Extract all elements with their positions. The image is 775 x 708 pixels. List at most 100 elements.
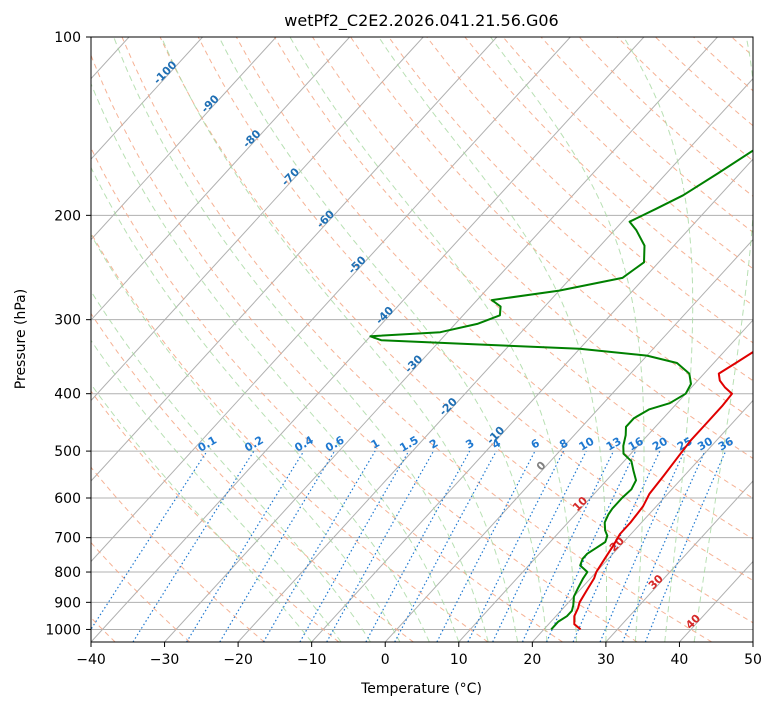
isotherm-label: -90	[199, 92, 222, 115]
mixing-ratio-line	[132, 450, 255, 642]
mixing-ratio-line	[326, 450, 435, 642]
mixing-ratio-line	[467, 450, 565, 642]
x-axis-label: Temperature (°C)	[360, 681, 482, 697]
moist-adiabat	[693, 37, 753, 642]
x-tick-label: 50	[744, 652, 762, 668]
x-tick-label: 0	[381, 652, 390, 668]
axes: −40 −30 −20 −10 0 10 20 30 40 50 100 200 300 400 500 60…	[45, 30, 762, 668]
x-tick-label: 10	[450, 652, 468, 668]
isotherm-line	[531, 399, 753, 642]
isotherm-line	[384, 238, 753, 642]
moist-adiabat	[91, 339, 342, 642]
dry-adiabat	[655, 37, 753, 127]
mixing-ratio-line	[492, 450, 587, 642]
mixing-ratio-line	[622, 450, 706, 642]
y-tick-label: 900	[54, 595, 81, 611]
moist-adiabat	[91, 383, 313, 642]
dry-adiabat	[159, 37, 753, 624]
dry-adiabat	[464, 37, 753, 307]
line-labels: 0.1 0.2 0.4 0.6 1 1.5 2 3 4 6 8 10 13 16 20 25 30 36-100-…	[151, 58, 736, 632]
isotherm-line	[679, 560, 753, 642]
mixing-ratio-line	[599, 450, 686, 642]
moist-adiabat	[91, 290, 371, 642]
isotherm-label: -40	[373, 304, 396, 327]
isotherm-line	[91, 37, 571, 563]
plot-frame	[90, 36, 754, 643]
y-tick-label: 600	[54, 491, 81, 507]
dewpoint-profile-line	[369, 149, 753, 631]
isotherm-line	[237, 77, 753, 642]
y-tick-label: 500	[54, 444, 81, 460]
background-lines	[91, 37, 775, 642]
moist-adiabat	[490, 37, 645, 642]
isotherm-label: -100	[151, 58, 180, 87]
isotherm-line	[91, 37, 277, 241]
y-tick-label: 1000	[45, 622, 81, 638]
moist-adiabat	[218, 37, 548, 642]
isotherm-label: -80	[240, 127, 263, 150]
moist-adiabat	[91, 166, 430, 642]
x-tick-label: 20	[523, 652, 541, 668]
isotherm-line	[91, 37, 351, 321]
isotherm-line	[311, 158, 753, 642]
isotherm-line	[605, 480, 753, 642]
isotherm-label: -10	[484, 424, 507, 447]
y-tick-label: 700	[54, 531, 81, 547]
dry-adiabat	[273, 37, 753, 499]
y-tick-label: 300	[54, 313, 81, 329]
isotherm-line	[91, 37, 498, 482]
mixing-ratio-label: 8	[557, 437, 570, 452]
chart-title: wetPf2_C2E2.2026.041.21.56.G06	[284, 11, 558, 31]
mixing-ratio-label: 6	[529, 436, 542, 451]
dry-adiabat	[91, 146, 563, 642]
mixing-ratio-line	[365, 450, 471, 642]
mixing-ratio-line	[644, 450, 727, 642]
mixing-ratio-line	[262, 450, 376, 642]
mixing-ratio-line	[436, 450, 536, 642]
mixing-ratio-label: 3	[463, 437, 476, 452]
isotherm-line	[458, 319, 753, 642]
moist-adiabat	[91, 82, 460, 642]
mixing-ratio-line	[219, 450, 336, 642]
temperature-profile-line	[573, 350, 753, 631]
dry-adiabat	[388, 37, 753, 382]
dry-adiabat	[770, 37, 775, 642]
mixing-ratio-line	[394, 450, 497, 642]
y-tick-label: 200	[54, 208, 81, 224]
isotherm-label: 40	[683, 612, 703, 632]
isotherm-label: 10	[570, 494, 590, 514]
y-axis-label: Pressure (hPa)	[13, 289, 29, 389]
x-tick-label: −40	[76, 652, 106, 668]
isotherm-label: -50	[346, 253, 369, 276]
dry-adiabat	[91, 232, 489, 642]
dry-adiabat	[350, 37, 753, 420]
dry-adiabat	[235, 37, 753, 540]
isotherm-label: 30	[646, 572, 666, 592]
moist-adiabat	[113, 37, 489, 642]
isotherm-label: -60	[314, 207, 337, 230]
y-tick-label: 100	[54, 30, 81, 46]
x-tick-label: −10	[297, 652, 327, 668]
isotherm-label: -30	[402, 352, 425, 375]
y-tick-label: 400	[54, 387, 81, 403]
x-tick-label: 30	[597, 652, 615, 668]
mixing-ratio-label: 1	[369, 437, 382, 452]
isotherm-line	[91, 37, 645, 642]
mixing-ratio-line	[91, 450, 208, 631]
profile-lines	[369, 149, 753, 631]
moist-adiabat	[91, 233, 401, 642]
dry-adiabat	[426, 37, 753, 344]
dry-adiabat	[91, 53, 638, 642]
dry-adiabat	[91, 390, 340, 642]
moist-adiabat	[378, 37, 607, 642]
mixing-ratio-line	[299, 450, 410, 642]
isotherm-line	[91, 37, 424, 402]
x-tick-label: 40	[671, 652, 689, 668]
x-tick-label: −20	[223, 652, 253, 668]
mixing-ratio-line	[572, 450, 661, 642]
isotherm-line	[752, 641, 753, 642]
isotherm-line	[91, 37, 203, 160]
dry-adiabat	[693, 37, 753, 92]
x-tick-label: −30	[150, 652, 180, 668]
